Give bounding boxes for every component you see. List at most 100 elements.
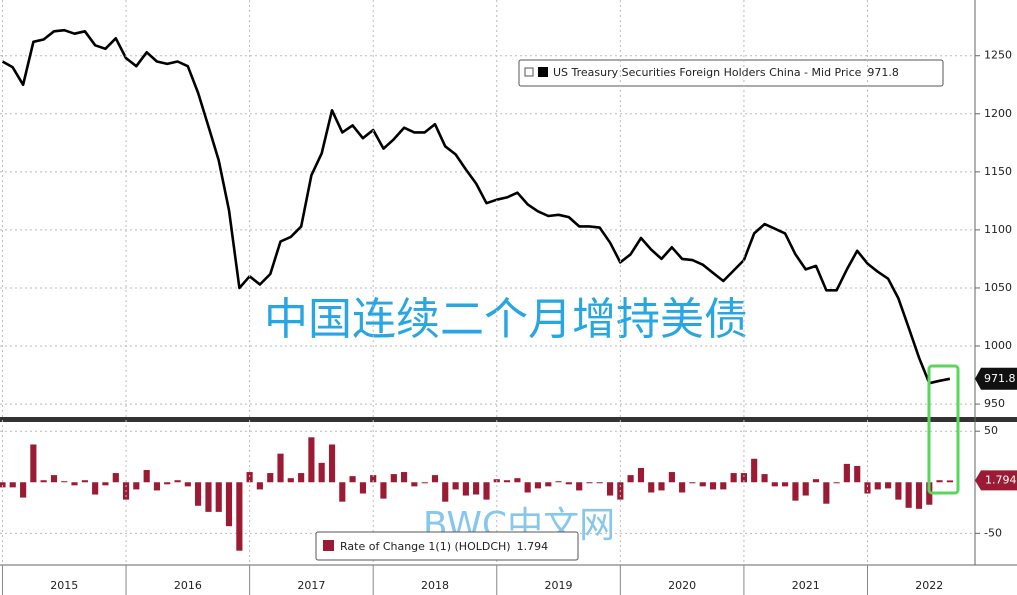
bar xyxy=(751,458,758,483)
bar xyxy=(864,482,871,494)
bar xyxy=(431,475,439,483)
bar xyxy=(164,482,171,485)
bar xyxy=(792,482,799,501)
price-line xyxy=(1,28,951,385)
bar xyxy=(40,480,47,483)
bar xyxy=(61,481,68,483)
bar xyxy=(854,465,861,483)
bar xyxy=(81,480,88,483)
bar xyxy=(627,475,634,483)
bar xyxy=(421,482,428,484)
bar xyxy=(781,482,789,487)
bar xyxy=(503,480,511,483)
value-tag xyxy=(975,367,1017,390)
bar xyxy=(720,482,727,490)
y-tick-label: 1050 xyxy=(984,281,1012,294)
bar xyxy=(895,482,902,500)
bar xyxy=(483,482,490,500)
bar xyxy=(648,482,655,493)
bar xyxy=(318,462,325,483)
legend: Rate of Change 1(1) (HOLDCH) 1.794 xyxy=(315,531,579,561)
bar xyxy=(576,482,583,491)
bar xyxy=(267,473,274,483)
bar xyxy=(833,482,840,484)
bar xyxy=(534,482,541,489)
bar xyxy=(596,482,603,484)
bar xyxy=(442,482,449,502)
value-tag-label: 971.8 xyxy=(984,372,1016,385)
legend-box xyxy=(518,59,944,87)
bar xyxy=(679,482,686,493)
legend-toggle xyxy=(524,67,534,77)
bar xyxy=(133,482,140,490)
bar xyxy=(452,482,459,490)
x-tick-label: 2020 xyxy=(668,579,696,592)
bar xyxy=(565,482,572,485)
legend-box xyxy=(315,531,579,561)
value-tag-label: 1.794 xyxy=(985,473,1017,486)
bar xyxy=(195,482,202,506)
bar xyxy=(462,482,469,496)
x-tick-label: 2017 xyxy=(297,579,325,592)
x-tick-label: 2022 xyxy=(915,579,943,592)
legend-label: US Treasury Securities Foreign Holders C… xyxy=(553,66,862,79)
y-tick-label: 1200 xyxy=(984,107,1012,120)
bar xyxy=(699,482,706,487)
annotation: 中国连续二个月增持美债 xyxy=(264,294,748,345)
bar xyxy=(143,470,150,483)
bar xyxy=(359,482,367,494)
bar xyxy=(709,482,717,490)
x-tick-label: 2018 xyxy=(421,579,449,592)
x-tick-label: 2015 xyxy=(50,579,78,592)
bar xyxy=(236,482,243,551)
bar xyxy=(658,482,665,491)
bar xyxy=(689,482,696,484)
bar xyxy=(298,473,305,483)
bar xyxy=(905,482,912,508)
legend: US Treasury Securities Foreign Holders C… xyxy=(518,59,944,87)
bar xyxy=(946,480,953,483)
y-tick-label: 1100 xyxy=(984,223,1012,236)
bar xyxy=(802,482,809,496)
bar xyxy=(401,472,408,483)
bar xyxy=(823,482,830,504)
bar xyxy=(153,482,161,491)
bar xyxy=(71,482,78,486)
bar xyxy=(92,482,99,495)
x-tick-label: 2016 xyxy=(174,579,202,592)
y-tick-label: 1000 xyxy=(984,339,1012,352)
value-tag xyxy=(975,470,1017,491)
bar xyxy=(874,482,881,490)
bar xyxy=(20,482,27,498)
bar xyxy=(771,482,778,487)
bar xyxy=(9,482,16,488)
bar xyxy=(370,475,377,483)
bar xyxy=(246,472,253,483)
bar xyxy=(936,480,943,483)
bar xyxy=(287,478,294,483)
highlight-box xyxy=(927,364,960,495)
bar xyxy=(545,482,552,487)
bar xyxy=(555,481,562,483)
bar xyxy=(885,482,892,489)
bar xyxy=(205,482,212,512)
bar xyxy=(524,482,531,493)
bar xyxy=(586,482,593,484)
bar xyxy=(256,482,263,490)
bar xyxy=(30,444,37,483)
bar xyxy=(637,467,645,483)
legend-swatch xyxy=(323,540,334,551)
x-tick-label: 2019 xyxy=(545,579,573,592)
legend-label: Rate of Change 1(1) (HOLDCH) xyxy=(340,540,511,553)
bar xyxy=(102,482,109,486)
bar xyxy=(390,474,397,483)
bar xyxy=(174,480,181,483)
bar xyxy=(740,473,747,483)
bar xyxy=(380,482,387,499)
legend-swatch xyxy=(538,67,548,77)
legend-value: 1.794 xyxy=(517,540,549,553)
bar xyxy=(225,482,233,527)
bar xyxy=(812,479,820,483)
